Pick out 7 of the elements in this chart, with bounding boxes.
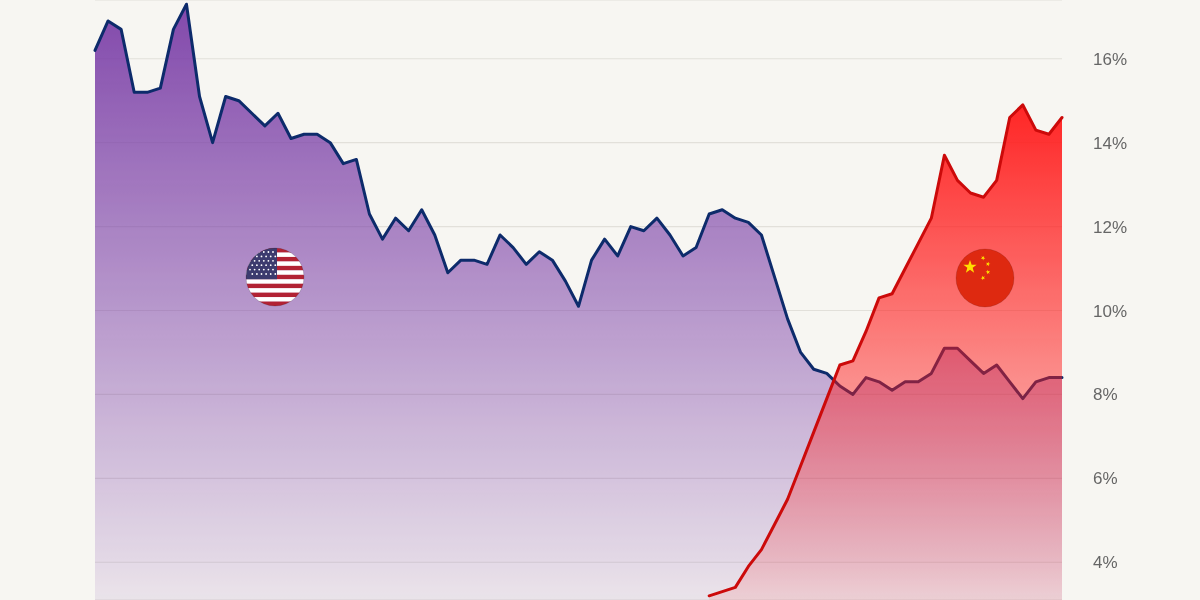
y-tick-label: 12% (1093, 217, 1128, 237)
y-tick-label: 6% (1093, 469, 1118, 489)
y-tick-label: 4% (1093, 553, 1118, 573)
y-tick-label: 8% (1093, 385, 1118, 405)
y-tick-label: 10% (1093, 301, 1128, 321)
y-tick-label: 16% (1093, 49, 1128, 69)
y-tick-label: 14% (1093, 133, 1128, 153)
